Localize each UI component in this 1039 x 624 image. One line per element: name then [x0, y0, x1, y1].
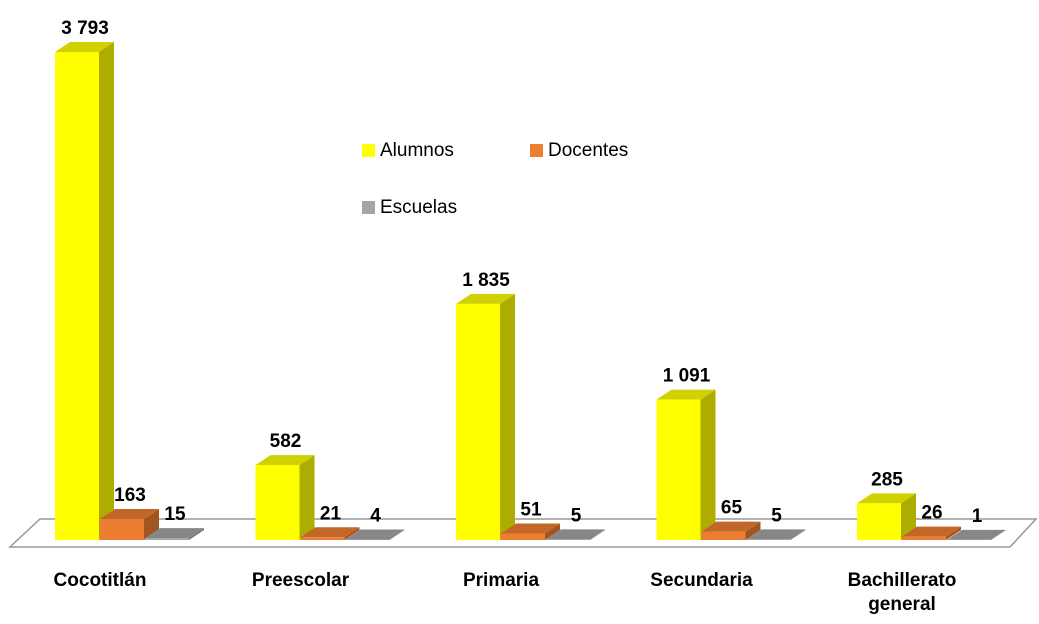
legend-label: Alumnos [380, 140, 454, 161]
value-label: 163 [114, 485, 146, 506]
bar-top [546, 529, 605, 540]
bar-front [701, 531, 746, 540]
bar-side [700, 389, 716, 540]
bar-front [145, 538, 189, 540]
bar-side [991, 529, 1006, 540]
value-label: 1 [972, 506, 983, 527]
value-label: 26 [921, 503, 942, 524]
legend-swatch [530, 144, 543, 157]
bar-front [857, 503, 901, 540]
bar-side [790, 529, 806, 540]
x-tick-label: Cocotitlán [53, 570, 147, 591]
value-label: 4 [370, 506, 381, 527]
bar-side [500, 293, 515, 540]
value-label: 15 [164, 504, 186, 525]
bar [55, 42, 114, 540]
bar-side [946, 526, 961, 540]
bar-front [546, 539, 590, 540]
legend-swatch [362, 144, 375, 157]
legend-swatch [362, 201, 375, 214]
bar [501, 523, 560, 540]
bar [300, 527, 360, 540]
bar-top [746, 529, 806, 540]
bar-top [902, 526, 961, 537]
value-label: 51 [520, 499, 542, 520]
value-label: 65 [721, 498, 743, 519]
bar-front [746, 539, 791, 540]
bar-top [255, 455, 315, 466]
bar-side [545, 523, 560, 540]
bar [947, 529, 1006, 540]
bar-top [656, 389, 716, 400]
value-label: 1 835 [462, 270, 510, 291]
bar [746, 529, 806, 540]
value-label: 5 [571, 505, 582, 526]
bar [656, 389, 716, 540]
value-label: 3 793 [61, 18, 109, 39]
value-label: 285 [871, 469, 903, 490]
bar-top [857, 493, 916, 504]
bar-top [345, 529, 405, 540]
bar [701, 521, 761, 540]
bar-top [300, 527, 360, 538]
bar-top [456, 293, 515, 304]
bar-front [501, 533, 545, 540]
bar-front [100, 519, 144, 540]
bar-top [145, 528, 204, 539]
bar-front [656, 399, 701, 540]
x-tick-label: Bachillerato general [847, 570, 957, 615]
bar-side [389, 529, 405, 540]
bar-front [55, 52, 99, 540]
x-tick-label: Primaria [462, 570, 540, 591]
bar-side [299, 455, 315, 540]
bar-top [701, 521, 761, 532]
bar [902, 526, 961, 540]
bar-side [99, 42, 114, 540]
bar [345, 529, 405, 540]
value-label: 1 091 [663, 366, 711, 387]
bar [456, 293, 515, 540]
bar [100, 509, 159, 540]
value-label: 5 [771, 505, 782, 526]
bar-front [300, 537, 345, 540]
value-label: 582 [270, 431, 302, 452]
bar-side [901, 493, 916, 540]
bar [857, 493, 916, 540]
x-tick-label: Secundaria [650, 570, 753, 591]
bar-side [590, 529, 605, 540]
bar-front [255, 465, 300, 540]
bar-side [189, 528, 204, 540]
bar-front [902, 536, 946, 540]
legend-label: Docentes [548, 140, 628, 161]
bar-top [55, 42, 114, 52]
bar-top [100, 509, 159, 520]
bar [145, 528, 204, 540]
bar [255, 455, 315, 540]
bar-top [947, 529, 1006, 540]
x-tick-label: Preescolar [251, 570, 350, 591]
bar-front [456, 303, 500, 540]
bar-top [501, 523, 560, 534]
bar-front [345, 539, 390, 540]
value-label: 21 [320, 503, 342, 524]
bar-side [344, 527, 360, 540]
legend-label: Escuelas [380, 197, 457, 218]
bar [546, 529, 605, 540]
bar-side [745, 521, 761, 540]
